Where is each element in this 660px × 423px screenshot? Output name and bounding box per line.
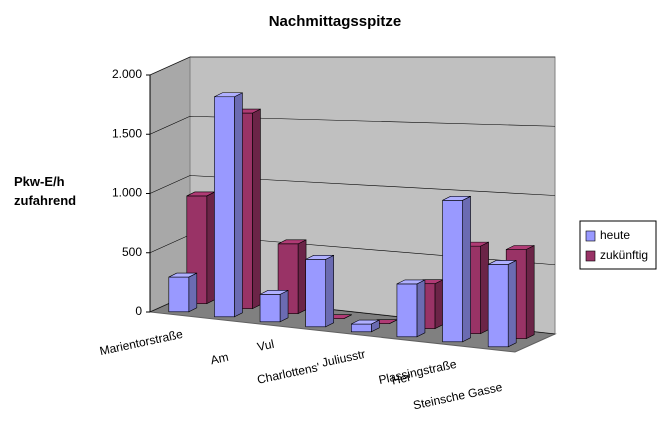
x-tick-label: Steinsche Gasse <box>412 380 504 413</box>
bar-side <box>325 254 334 328</box>
x-tick-label: Plassingstraße <box>377 357 458 387</box>
bar-top <box>506 245 535 250</box>
bar-top <box>351 319 380 325</box>
x-tick-label: Her <box>390 370 412 388</box>
bar <box>442 200 463 343</box>
bar-top <box>396 279 426 285</box>
grid-line <box>149 175 556 196</box>
legend-swatch <box>585 250 596 262</box>
bar-side <box>252 108 261 310</box>
bar-side <box>525 245 535 340</box>
bar-side <box>507 259 517 348</box>
y-tick-label: 2.000 <box>112 67 142 81</box>
bar <box>396 283 418 338</box>
bar-side <box>416 279 426 338</box>
bar <box>487 264 509 348</box>
grid-line <box>149 56 555 76</box>
y-tick-label: 0 <box>135 304 142 318</box>
bar-top <box>442 196 471 201</box>
bar <box>214 96 235 318</box>
bar-side <box>206 191 216 305</box>
y-axis-label: Pkw-E/h zufahrend <box>14 174 77 208</box>
bar-top <box>488 260 517 265</box>
legend-label: zukünftig <box>600 248 648 262</box>
bar-top <box>214 92 243 98</box>
x-tick-label: Juliusstr <box>321 347 367 370</box>
bar <box>351 323 372 333</box>
legend-swatch <box>585 230 596 242</box>
bar-top <box>168 272 197 278</box>
x-tick-label: Vul <box>256 337 275 354</box>
bar <box>305 259 326 328</box>
chart-title: Nachmittagsspitze <box>269 13 402 30</box>
bar-top <box>277 239 307 245</box>
bar-side <box>297 239 307 315</box>
bar-top <box>305 255 334 260</box>
legend: heute zukünftig <box>579 220 657 270</box>
y-tick-label: 1.000 <box>112 186 142 200</box>
legend-label: heute <box>600 228 630 242</box>
bar-side <box>188 272 198 313</box>
y-axis-label-box: Pkw-E/h zufahrend <box>14 174 77 208</box>
bar-side <box>462 195 471 343</box>
bar <box>259 294 281 323</box>
y-tick-label: 500 <box>122 245 142 259</box>
bar-side <box>434 279 444 330</box>
grid-line <box>149 115 556 135</box>
x-tick-label: Am <box>209 350 230 367</box>
x-tick-label: Marientorstraße <box>98 327 184 358</box>
bar-top <box>259 290 289 295</box>
bar <box>168 276 190 313</box>
x-tick-label: Charlottens' <box>256 360 321 387</box>
bar-side <box>234 92 243 318</box>
y-tick-label: 1.500 <box>112 126 142 140</box>
bar-side <box>279 289 289 323</box>
bar-side <box>480 241 489 335</box>
